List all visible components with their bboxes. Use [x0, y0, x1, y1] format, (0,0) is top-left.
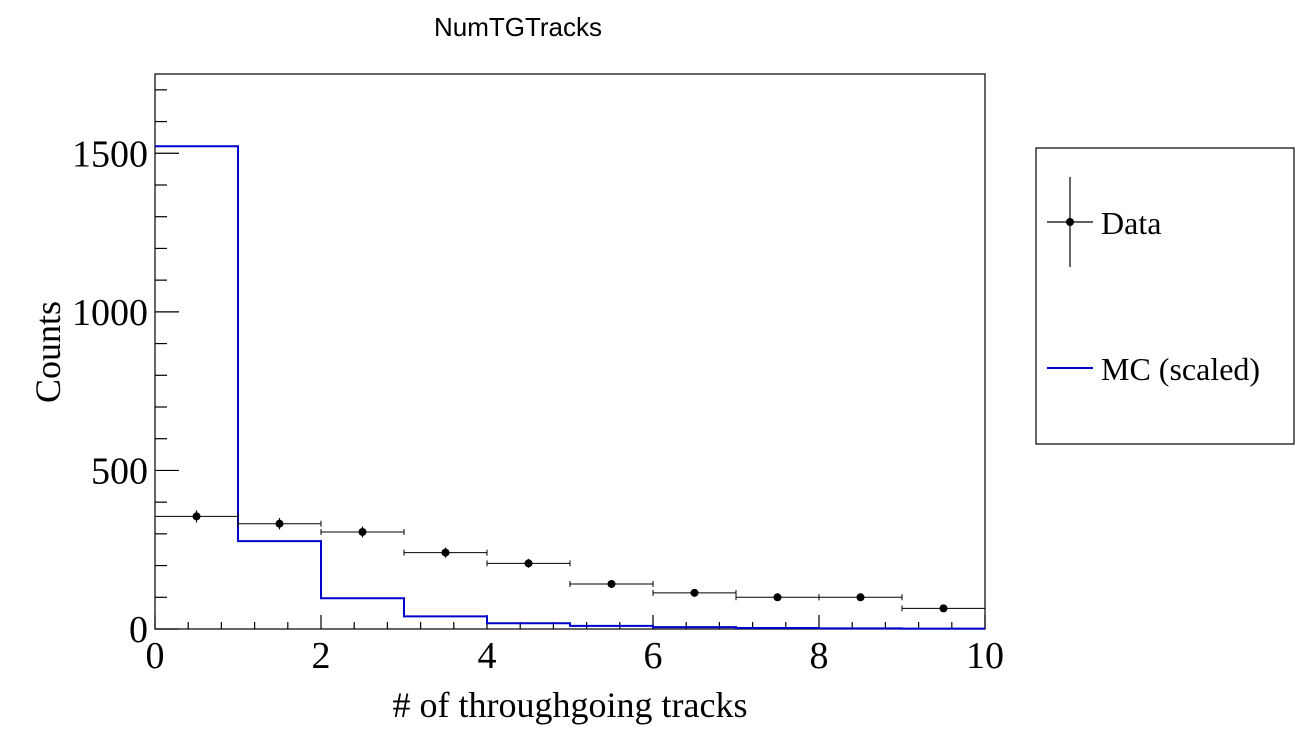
data-marker: [524, 559, 533, 568]
data-point: [901, 604, 986, 613]
data-marker: [441, 548, 450, 557]
mc-series: [155, 145, 985, 630]
x-axis-ticks: 0 2 4 6 8 10: [146, 615, 1004, 677]
plot-frame: [154, 73, 986, 630]
y-tick-label: 1500: [72, 133, 148, 175]
y-tick-label: 500: [91, 450, 148, 492]
x-tick-label: 4: [478, 635, 497, 677]
x-tick-label: 2: [312, 635, 331, 677]
data-point: [486, 558, 571, 568]
data-point: [569, 579, 654, 588]
x-tick-label: 8: [810, 635, 829, 677]
data-point: [652, 588, 737, 597]
data-marker: [690, 588, 699, 597]
legend-entry-data: Data: [1101, 205, 1161, 241]
data-point: [403, 547, 488, 558]
mc-step-line: [155, 145, 985, 630]
x-axis-label: # of throughgoing tracks: [393, 685, 748, 725]
x-tick-label: 10: [966, 635, 1004, 677]
data-point: [320, 526, 405, 538]
data-point: [154, 510, 239, 523]
data-series: [154, 510, 986, 613]
legend-data-marker: [1066, 218, 1074, 226]
y-axis-ticks: 0 500 1000 1500: [72, 89, 179, 651]
data-marker: [358, 527, 367, 536]
legend-box: [1035, 147, 1295, 445]
data-marker: [275, 519, 284, 528]
data-marker: [773, 593, 782, 602]
data-marker: [856, 593, 865, 602]
x-tick-label: 0: [146, 635, 165, 677]
y-axis-label: Counts: [28, 301, 68, 403]
data-marker: [192, 512, 201, 521]
legend-entry-mc: MC (scaled): [1101, 351, 1260, 387]
data-marker: [939, 604, 948, 613]
y-tick-label: 1000: [72, 292, 148, 334]
data-marker: [607, 579, 616, 588]
x-tick-label: 6: [644, 635, 663, 677]
data-point: [237, 518, 322, 530]
chart-title: NumTGTracks: [434, 12, 602, 42]
legend: Data MC (scaled): [1035, 147, 1295, 445]
data-point: [735, 593, 820, 602]
y-tick-label: 0: [129, 609, 148, 651]
data-point: [818, 593, 903, 602]
